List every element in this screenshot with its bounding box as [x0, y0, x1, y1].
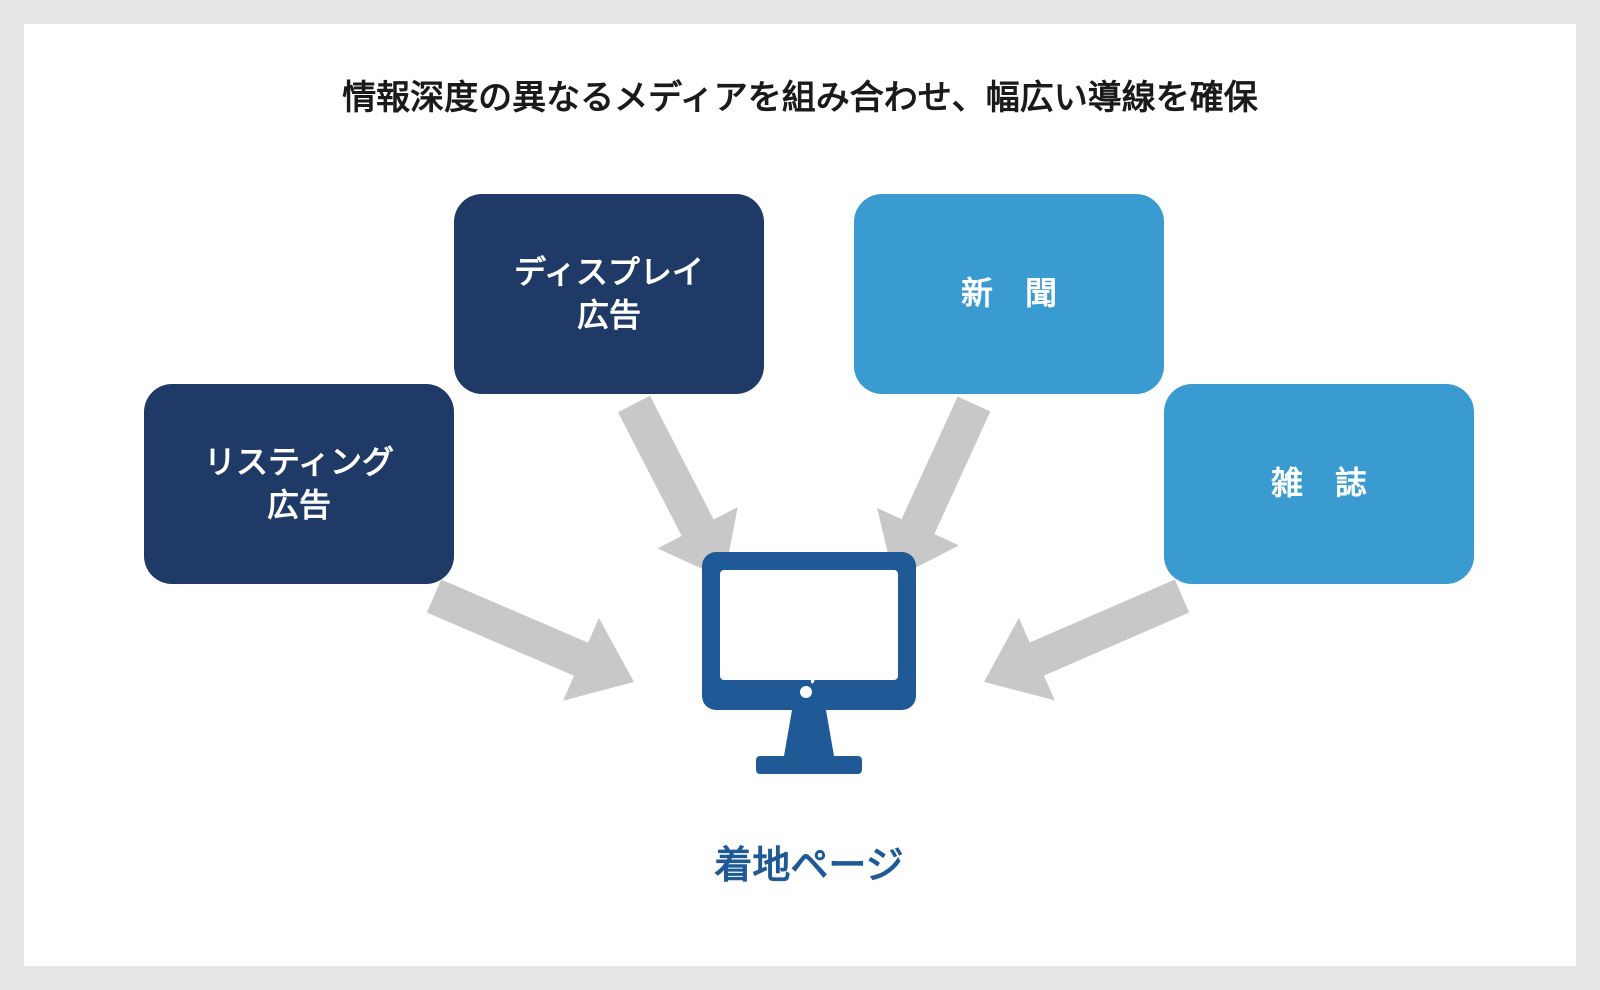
- node-listing-ad: リスティング 広告: [144, 384, 454, 584]
- node-display-ad: ディスプレイ 広告: [454, 194, 764, 394]
- arrow-magazine: [984, 579, 1189, 700]
- diagram-panel: 情報深度の異なるメディアを組み合わせ、幅広い導線を確保 リスティング 広告ディス…: [24, 24, 1576, 966]
- diagram-title: 情報深度の異なるメディアを組み合わせ、幅広い導線を確保: [24, 70, 1576, 119]
- arrow-listing-ad: [427, 579, 634, 700]
- node-magazine: 雑 誌: [1164, 384, 1474, 584]
- node-newspaper: 新 聞: [854, 194, 1164, 394]
- page-outer: 情報深度の異なるメディアを組み合わせ、幅広い導線を確保 リスティング 広告ディス…: [0, 0, 1600, 990]
- center-label: 着地ページ: [644, 834, 974, 889]
- monitor-icon: [694, 544, 924, 804]
- monitor-svg: [694, 544, 924, 804]
